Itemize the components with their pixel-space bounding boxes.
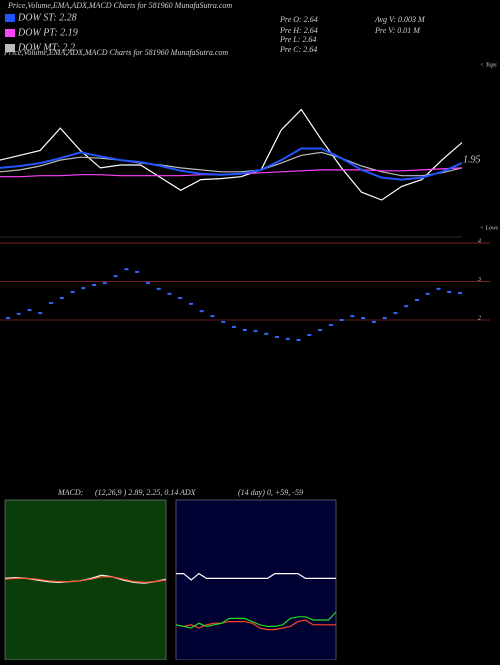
price-mark	[382, 317, 387, 320]
price-mark	[350, 315, 355, 318]
price-mark	[447, 290, 452, 293]
series-line	[175, 619, 336, 631]
y-tick-label: 4	[478, 237, 481, 244]
y-tick-label: 3	[477, 277, 481, 283]
price-mark	[124, 268, 129, 271]
legend-label: DOW ST: 2.28	[17, 12, 77, 23]
price-mark	[156, 287, 161, 290]
stat-text: Pre C: 2.64	[279, 45, 317, 54]
stat-text: Pre L: 2.64	[279, 35, 316, 44]
panel-subtitle: (12,26,9 ) 2.89, 2.25, 0.14	[95, 488, 178, 497]
price-mark	[264, 332, 269, 335]
legend-label: DOW PT: 2.19	[17, 27, 78, 38]
price-mark	[81, 287, 86, 290]
series-line	[175, 611, 337, 629]
tops-label: < Tops	[480, 62, 497, 68]
price-mark	[210, 315, 215, 318]
price-mark	[371, 320, 376, 323]
panel-title: ADX	[179, 488, 197, 497]
price-mark	[16, 312, 21, 315]
annotation: 1.95	[463, 154, 481, 165]
price-mark	[178, 297, 183, 300]
price-mark	[38, 312, 43, 315]
price-mark	[361, 317, 366, 320]
chart-title: Price,Volume,EMA,ADX,MACD Charts for 581…	[7, 1, 232, 10]
series-line	[4, 576, 167, 584]
price-mark	[436, 287, 441, 290]
price-mark	[135, 270, 140, 273]
panel-title: Price,Volume,EMA,ADX,MACD Charts for 581…	[3, 48, 228, 57]
price-mark	[425, 292, 430, 295]
price-mark	[232, 325, 236, 328]
stat-text: Avg V: 0.003 M	[374, 15, 426, 24]
series-line	[176, 572, 336, 581]
price-mark	[27, 309, 32, 311]
lows-label: < Lows	[480, 225, 499, 231]
price-mark	[92, 284, 97, 286]
y-tick-label: 2	[478, 315, 481, 321]
stat-text: Pre H: 2.64	[279, 26, 318, 35]
price-mark	[296, 339, 301, 341]
price-mark	[221, 320, 226, 323]
legend-swatch	[5, 44, 15, 52]
price-mark	[404, 305, 409, 308]
price-mark	[253, 330, 258, 333]
price-mark	[199, 310, 204, 313]
price-mark	[328, 324, 333, 326]
legend-swatch	[5, 14, 15, 22]
legend-swatch	[5, 29, 15, 37]
price-mark	[167, 292, 172, 295]
price-mark	[458, 292, 462, 295]
price-mark	[339, 319, 344, 321]
price-mark	[242, 329, 247, 331]
panel-background	[175, 499, 337, 661]
price-mark	[102, 282, 107, 285]
panel-subtitle: (14 day) 0, +59, -59	[238, 488, 303, 497]
stat-text: Pre V: 0.01 M	[374, 26, 421, 35]
price-mark	[393, 312, 398, 315]
legend-label: DOW MT: 2.2	[17, 42, 75, 53]
price-mark	[145, 282, 150, 285]
stat-text: Pre O: 2.64	[279, 15, 318, 24]
price-mark	[318, 329, 323, 331]
price-mark	[285, 337, 290, 340]
series-line	[0, 151, 463, 177]
price-mark	[6, 317, 10, 320]
price-mark	[275, 335, 280, 338]
price-mark	[59, 297, 64, 300]
series-line	[0, 108, 463, 201]
price-mark	[70, 290, 75, 293]
series-line	[0, 147, 463, 181]
price-mark	[49, 302, 54, 305]
price-mark	[113, 275, 118, 278]
price-mark	[307, 334, 312, 336]
price-mark	[188, 302, 193, 305]
price-mark	[414, 299, 419, 301]
panel-title: MACD:	[57, 488, 84, 497]
